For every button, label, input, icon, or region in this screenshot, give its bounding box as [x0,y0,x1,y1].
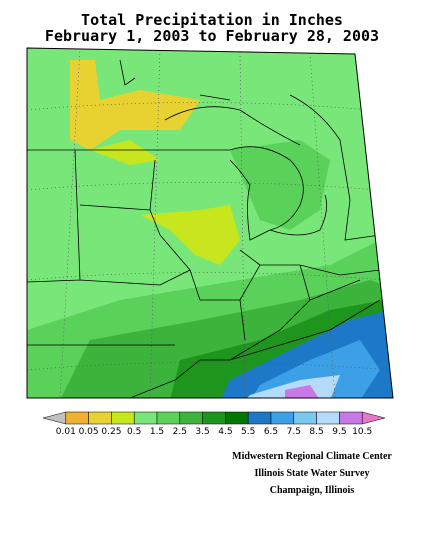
legend-label: 9.5 [332,427,346,437]
map [27,48,393,398]
lake-shores [164,106,328,241]
legend-label: 0.01 [56,427,76,437]
state-borders [27,149,381,398]
title-line-2: February 1, 2003 to February 28, 2003 [45,27,379,45]
region-wettest [285,385,320,398]
legend-label: 5.5 [241,427,255,437]
legend-swatch [65,411,89,425]
title-line-1: Total Precipitation in Inches [81,11,343,29]
region-dry [70,60,200,150]
legend-label: 0.5 [127,427,141,437]
legend-arrow [361,411,386,425]
legend-swatch [179,411,203,425]
region-dry [90,140,160,165]
region-wet [230,140,330,230]
credit-line: Champaign, Illinois [270,485,355,496]
legend-label: 0.25 [101,427,121,437]
credit-line: Midwestern Regional Climate Center [232,451,392,462]
legend-swatch [88,411,112,425]
legend-swatch [202,411,226,425]
region-dry [140,205,240,265]
legend-label: 6.5 [264,427,278,437]
legend-label: 7.5 [287,427,301,437]
legend-label: 4.5 [218,427,232,437]
legend-label: 3.5 [195,427,209,437]
legend-label: 1.5 [150,427,164,437]
legend-label: 2.5 [173,427,187,437]
map-frame [26,47,394,399]
legend-swatch [133,411,158,425]
credit-line: Illinois State Water Survey [255,468,370,479]
legend-swatch [156,411,181,425]
coastlines [119,59,381,241]
legend-swatch [339,411,363,425]
legend-swatch [270,411,295,425]
legend-swatch [247,411,272,425]
region-wettest [250,340,380,398]
legend-arrow [42,411,67,425]
legend-label: 8.5 [309,427,323,437]
legend: 0.01 0.05 0.25 0.5 1.5 2.5 3.5 4.5 5.5 6.5 7.5 8.5 9… [42,411,386,437]
legend-label: 10.5 [352,427,372,437]
legend-label: 0.05 [79,427,99,437]
graticule [27,48,393,398]
legend-swatch [111,411,135,425]
region-wettest [245,375,340,398]
legend-swatch [316,411,340,425]
legend-swatch [293,411,317,425]
legend-swatch [225,411,249,425]
